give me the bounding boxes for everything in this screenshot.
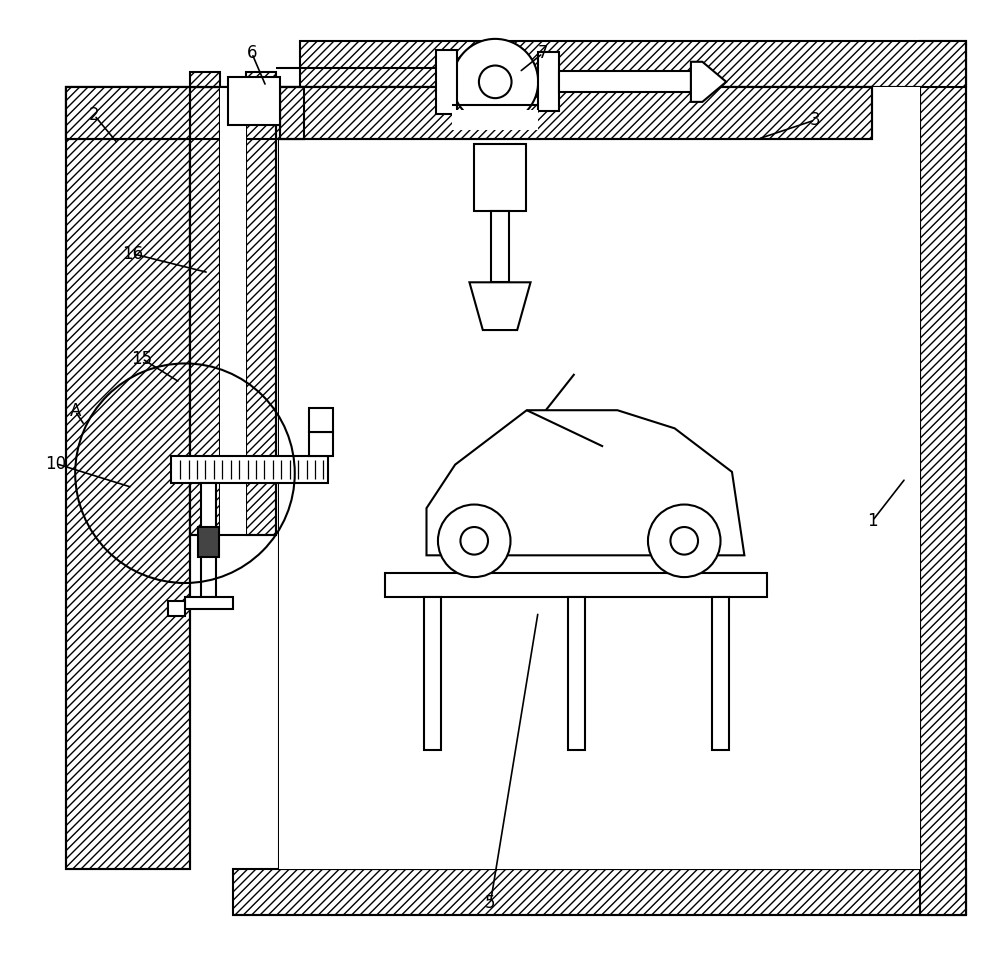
- Bar: [491, 210, 509, 282]
- Text: 7: 7: [538, 44, 548, 62]
- Text: 16: 16: [122, 245, 143, 263]
- Bar: [66, 87, 190, 869]
- Bar: [201, 483, 216, 598]
- Bar: [233, 869, 966, 915]
- Bar: [538, 53, 559, 111]
- Text: 5: 5: [485, 894, 496, 912]
- Bar: [474, 144, 526, 210]
- Text: 2: 2: [89, 106, 100, 124]
- Circle shape: [438, 505, 511, 577]
- Bar: [280, 87, 872, 140]
- Bar: [168, 601, 185, 617]
- Bar: [220, 87, 246, 535]
- Circle shape: [452, 39, 538, 125]
- Bar: [246, 73, 276, 87]
- Bar: [280, 87, 872, 140]
- Bar: [385, 574, 767, 598]
- Text: A: A: [70, 402, 81, 421]
- Polygon shape: [691, 62, 726, 102]
- Bar: [198, 527, 219, 557]
- Bar: [66, 87, 190, 869]
- Bar: [171, 456, 328, 483]
- Circle shape: [460, 527, 488, 554]
- Bar: [559, 72, 691, 93]
- Text: 3: 3: [810, 111, 820, 129]
- Bar: [920, 41, 966, 915]
- Polygon shape: [426, 410, 744, 555]
- Bar: [424, 598, 441, 750]
- Circle shape: [648, 505, 721, 577]
- Polygon shape: [469, 282, 531, 330]
- Text: 15: 15: [131, 350, 153, 368]
- Circle shape: [670, 527, 698, 554]
- Bar: [66, 87, 304, 140]
- Bar: [190, 87, 220, 535]
- Bar: [246, 87, 276, 535]
- Circle shape: [479, 66, 512, 98]
- Bar: [436, 50, 457, 114]
- Bar: [309, 408, 333, 432]
- Bar: [712, 598, 729, 750]
- Text: 1: 1: [867, 512, 878, 530]
- Bar: [309, 432, 333, 456]
- Bar: [190, 87, 276, 535]
- Bar: [279, 87, 920, 869]
- Text: 10: 10: [46, 455, 67, 472]
- Bar: [452, 110, 538, 130]
- Bar: [185, 598, 233, 609]
- Bar: [300, 41, 966, 87]
- Bar: [190, 73, 220, 87]
- Bar: [228, 77, 280, 125]
- Bar: [66, 87, 304, 140]
- Bar: [568, 598, 585, 750]
- Text: 6: 6: [247, 44, 257, 62]
